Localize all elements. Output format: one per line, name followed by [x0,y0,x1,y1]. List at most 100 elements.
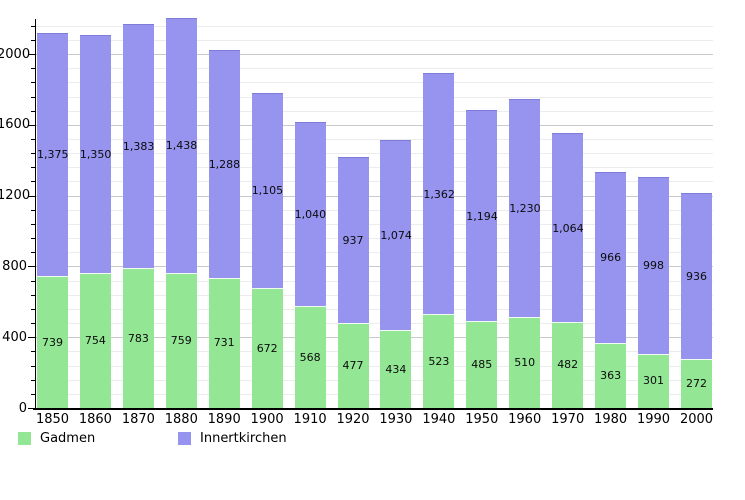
value-label-innertkirchen-1900: 1,105 [251,184,284,198]
bar-1990: 998 301 [638,177,669,408]
major-gridline-800 [35,266,713,268]
value-label-gadmen-1850: 739 [42,335,63,349]
bar-segment-gadmen-1900: 672 [251,289,283,408]
bar-segment-gadmen-1990: 301 [638,354,669,408]
bar-1920: 937 477 [337,156,369,408]
value-label-innertkirchen-1970: 1,064 [552,221,584,235]
y-minor-tick-1040 [31,223,35,225]
minor-gridline-880 [35,252,713,254]
bar-segment-innertkirchen-1940: 1,362 [423,73,455,315]
x-tick-label-1900: 1900 [250,412,284,427]
x-axis-line [33,408,713,410]
bar-segment-gadmen-1860: 754 [79,274,111,408]
y-minor-tick-2080 [31,39,35,41]
x-tick-label-2000: 2000 [679,412,714,427]
minor-gridline-80 [35,393,713,395]
y-tick-label-1600: 1600 [0,117,31,133]
bar-1870: 1,383 783 [122,23,154,408]
bar-segment-innertkirchen-1920: 937 [337,156,369,323]
bar-segment-innertkirchen-2000: 936 [681,193,712,359]
bar-1900: 1,105 672 [251,92,284,408]
segment-divider [79,273,111,275]
bar-segment-innertkirchen-1880: 1,438 [165,18,198,273]
bar-1980: 966 363 [595,171,627,408]
y-major-tick-400 [28,337,35,339]
value-label-innertkirchen-1950: 1,194 [466,209,498,223]
segment-divider [466,321,498,323]
value-label-gadmen-1900: 672 [256,341,278,355]
value-label-innertkirchen-1930: 1,074 [380,229,412,243]
y-major-tick-1200 [28,195,35,197]
y-tick-label-1200: 1200 [0,188,31,204]
x-tick-label-1860: 1860 [78,412,112,427]
y-minor-tick-480 [31,323,35,324]
x-tick-label-1990: 1990 [636,412,671,427]
segment-divider [251,288,283,290]
y-tick-label-2000: 2000 [0,46,31,62]
bar-1950: 1,194 485 [466,109,498,408]
y-minor-tick-880 [31,252,35,254]
x-tick-label-1920: 1920 [336,412,370,427]
bar-1860: 1,350 754 [79,34,112,408]
bar-1960: 1,230 510 [509,99,541,408]
bar-segment-innertkirchen-1870: 1,383 [122,23,154,269]
legend-swatch-gadmen [18,432,31,445]
segment-divider [380,330,412,332]
y-major-tick-800 [28,266,35,268]
value-label-innertkirchen-1860: 1,350 [79,148,112,162]
segment-divider [509,316,541,318]
bar-segment-gadmen-1970: 482 [552,322,584,408]
y-minor-tick-1680 [31,110,35,112]
minor-gridline-1440 [35,153,713,155]
value-label-gadmen-1970: 482 [557,358,579,372]
x-tick-label-1930: 1930 [379,412,413,427]
segment-divider [337,322,369,324]
bar-segment-gadmen-1930: 434 [380,331,412,408]
bar-segment-innertkirchen-1980: 966 [595,171,627,343]
y-minor-tick-1360 [31,167,35,169]
segment-divider [208,277,240,279]
minor-gridline-160 [35,379,713,381]
segment-divider [37,276,68,278]
value-label-gadmen-1910: 568 [299,350,321,364]
y-minor-tick-1760 [31,96,35,98]
bar-segment-innertkirchen-1850: 1,375 [37,32,69,277]
legend-swatch-innertkirchen [178,432,191,445]
x-tick-label-1970: 1970 [551,412,585,427]
value-label-gadmen-1870: 783 [127,331,149,345]
x-tick-label-1850: 1850 [35,412,70,427]
y-minor-tick-960 [31,238,35,240]
minor-gridline-1280 [35,181,713,183]
value-label-innertkirchen-1890: 1,288 [208,157,241,171]
bar-1880: 1,438 759 [165,18,198,408]
bar-segment-innertkirchen-1930: 1,074 [380,140,412,331]
value-label-gadmen-1940: 523 [428,354,450,368]
minor-gridline-1040 [35,223,713,225]
bar-segment-gadmen-1920: 477 [337,323,369,408]
value-label-innertkirchen-2000: 936 [686,270,707,283]
bar-segment-innertkirchen-1960: 1,230 [509,99,541,317]
segment-divider [122,268,154,270]
value-label-gadmen-1860: 754 [84,334,106,348]
x-tick-label-1960: 1960 [508,412,542,427]
y-minor-tick-1920 [31,68,35,70]
bar-segment-gadmen-1980: 363 [595,343,627,408]
bar-segment-innertkirchen-1950: 1,194 [466,109,498,322]
bar-segment-gadmen-1950: 485 [466,322,498,408]
value-label-gadmen-1880: 759 [170,333,192,347]
x-tick-label-1870: 1870 [121,412,155,427]
value-label-gadmen-1890: 731 [213,336,235,350]
y-minor-tick-640 [31,294,35,296]
value-label-gadmen-1920: 477 [342,358,364,372]
value-label-innertkirchen-1980: 966 [600,251,622,265]
y-tick-label-0: 0 [18,400,27,416]
segment-divider [595,342,627,344]
value-label-innertkirchen-1880: 1,438 [165,139,198,153]
minor-gridline-1360 [35,167,713,169]
x-tick-label-1940: 1940 [422,412,456,427]
bar-segment-gadmen-2000: 272 [681,359,712,408]
minor-gridline-1840 [35,82,713,84]
y-tick-label-400: 400 [2,329,27,345]
minor-gridline-320 [35,351,713,353]
